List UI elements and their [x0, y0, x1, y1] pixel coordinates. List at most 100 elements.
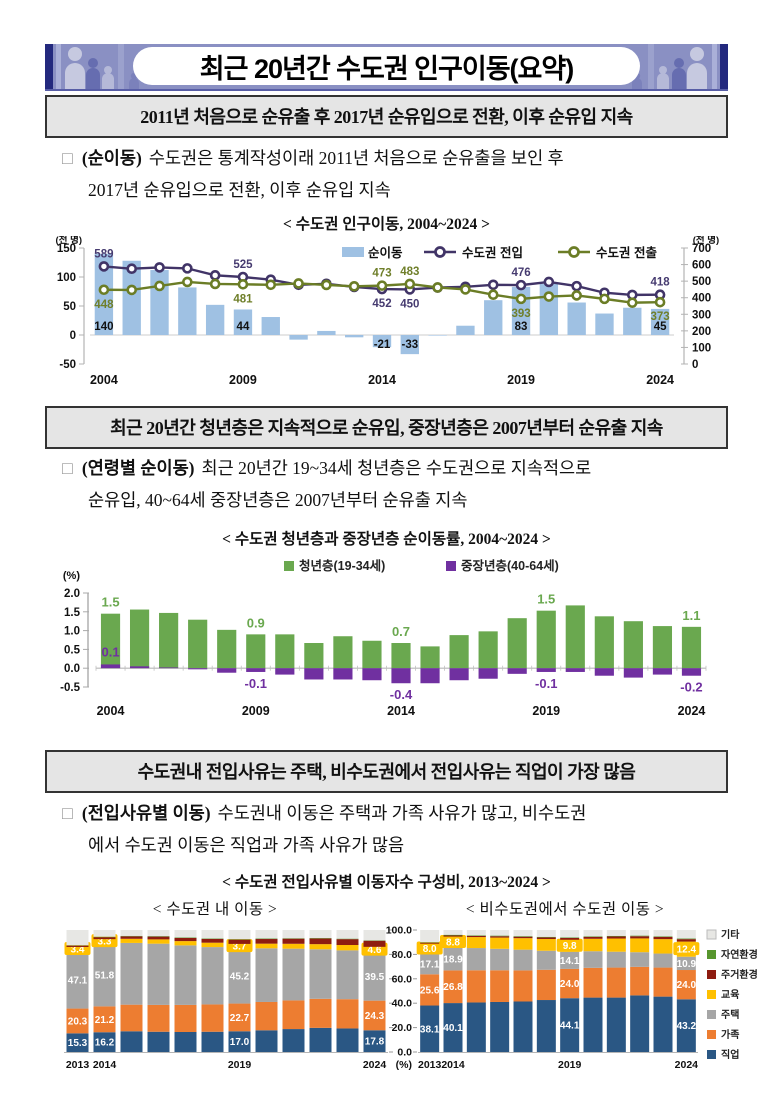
stack-segment-주택 — [513, 949, 533, 971]
legend-youth-label: 청년층(19-34세) — [299, 558, 385, 573]
stack-segment-가족 — [583, 967, 603, 998]
stack-segment-주택 — [653, 953, 673, 968]
net-migration-bar — [261, 317, 280, 335]
stack-segment-교육 — [120, 938, 143, 943]
stack-segment-교육 — [174, 941, 197, 946]
stack-segment-기타 — [228, 930, 251, 940]
stack-segment-교육 — [490, 937, 510, 949]
stack-segment-가족 — [443, 970, 463, 1004]
inflow-data-label: 418 — [651, 277, 671, 289]
youth-data-label: 1.1 — [682, 608, 700, 623]
stack-segment-주택 — [490, 948, 510, 971]
stack-segment-교육 — [583, 938, 603, 952]
title-banner: 최근 20년간 수도권 인구이동(요약) — [45, 44, 728, 91]
stack-segment-기타 — [282, 930, 305, 939]
line-marker — [599, 293, 610, 305]
stack-segment-직업 — [583, 997, 603, 1052]
chart3-right-subtitle: < 비수도권에서 수도권 이동 > — [465, 901, 665, 918]
youth-bar — [536, 610, 556, 669]
stack-segment-교육 — [201, 942, 224, 948]
x-axis-label: 2019 — [558, 1059, 582, 1071]
youth-data-label: 1.5 — [101, 595, 119, 610]
y-axis-tick-label: 0.5 — [64, 644, 81, 656]
middle-aged-bar — [159, 667, 179, 669]
youth-bar — [623, 621, 643, 669]
youth-bar — [652, 626, 673, 669]
youth-bar — [246, 634, 266, 669]
right-axis-tick-label: 700 — [692, 243, 711, 255]
stack-segment-직업 — [336, 1028, 359, 1052]
checkbox-bullet-icon: □ — [62, 148, 73, 168]
section3-text-line2: 에서 수도권 이동은 직업과 가족 사유가 많음 — [88, 835, 405, 855]
stack-segment-주택 — [630, 952, 650, 967]
segment-data-label: 18.9 — [443, 954, 463, 965]
stack-segment-자연환경 — [583, 936, 603, 937]
x-axis-label: 2019 — [532, 704, 560, 718]
shared-axis-tick-label: 60.0 — [392, 973, 413, 985]
stack-segment-직업 — [513, 1001, 533, 1052]
legend-inflow-marker — [434, 246, 446, 258]
net-data-label: 45 — [654, 321, 667, 333]
stack-segment-직업 — [120, 1031, 143, 1052]
youth-data-label: 0.9 — [247, 615, 265, 630]
middle-data-label: -0.1 — [245, 676, 267, 691]
stack-segment-주거환경 — [282, 938, 305, 944]
stack-segment-주택 — [147, 943, 170, 1005]
stack-segment-기타 — [513, 930, 533, 937]
middle-aged-bar — [449, 668, 469, 681]
line-marker — [98, 284, 110, 296]
segment-data-label: 17.0 — [230, 1037, 250, 1048]
stack-segment-주거환경 — [228, 939, 251, 944]
section2-keyword: (연령별 순이동) — [81, 458, 195, 478]
segment-data-label: 3.4 — [71, 945, 85, 956]
line-marker — [376, 280, 388, 291]
right-axis-tick-label: 300 — [692, 309, 711, 321]
stack-segment-기타 — [120, 930, 143, 936]
line-marker — [265, 279, 277, 291]
stack-segment-가족 — [513, 970, 533, 1002]
stack-segment-주택 — [606, 951, 626, 968]
legend-middle-swatch — [446, 561, 456, 571]
middle-aged-bar — [594, 668, 614, 676]
segment-data-label: 24.0 — [560, 979, 580, 990]
section3-keyword: (전입사유별 이동) — [81, 803, 211, 823]
segment-data-label: 38.1 — [420, 1024, 440, 1035]
segment-data-label: 20.3 — [68, 1016, 88, 1027]
net-data-label: -33 — [401, 339, 418, 351]
outflow-data-label: 483 — [400, 266, 419, 278]
stack-segment-가족 — [606, 967, 626, 998]
x-axis-label: 2009 — [242, 704, 270, 718]
middle-aged-bar — [391, 668, 411, 684]
net-data-label: 83 — [515, 321, 528, 333]
stack-segment-주거환경 — [420, 942, 440, 944]
stack-segment-기타 — [66, 930, 89, 946]
stack-segment-주거환경 — [93, 937, 116, 940]
stack-segment-자연환경 — [536, 936, 556, 938]
stack-segment-주거환경 — [606, 936, 626, 939]
segment-data-label: 43.2 — [677, 1021, 697, 1032]
stack-segment-직업 — [606, 997, 626, 1052]
stack-segment-주거환경 — [466, 935, 486, 938]
stack-segment-교육 — [536, 939, 556, 951]
line-marker — [126, 284, 138, 296]
stack-segment-직업 — [363, 1030, 386, 1052]
stack-segment-자연환경 — [560, 937, 580, 938]
line-marker — [626, 297, 638, 308]
stack-segment-직업 — [630, 995, 650, 1052]
net-migration-bar — [150, 270, 169, 335]
left-axis-tick-label: 100 — [57, 272, 76, 284]
net-migration-bar — [567, 302, 586, 335]
stack-segment-기타 — [630, 930, 650, 936]
stack-segment-기타 — [653, 930, 673, 937]
youth-bar — [362, 640, 382, 669]
section3-header: 수도권내 전입사유는 주택, 비수도권에서 전입사유는 직업이 가장 많음 — [45, 750, 728, 793]
inflow-data-label: 525 — [233, 259, 253, 271]
stack-segment-가족 — [466, 970, 486, 1003]
stack-segment-기타 — [201, 930, 224, 939]
stack-segment-주거환경 — [120, 936, 143, 939]
stack-segment-직업 — [201, 1031, 224, 1052]
stack-segment-자연환경 — [513, 936, 533, 937]
legend-swatch-직업 — [707, 1050, 716, 1059]
stack-segment-기타 — [363, 930, 386, 941]
segment-data-label: 14.1 — [560, 956, 580, 967]
